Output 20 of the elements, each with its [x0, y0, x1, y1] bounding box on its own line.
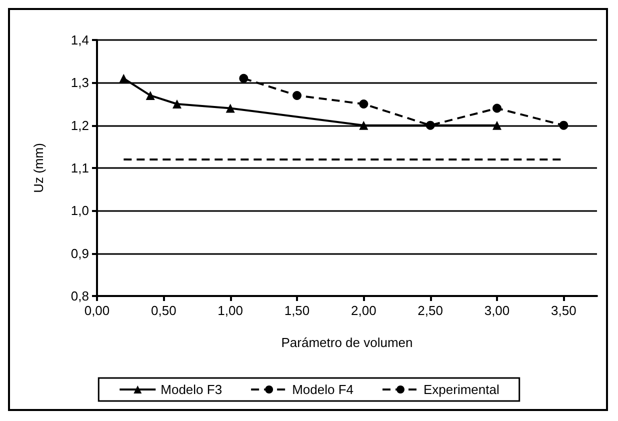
legend-label: Modelo F4	[292, 382, 354, 397]
y-tick-label: 1,1	[70, 160, 89, 176]
y-axis-title: Uz (mm)	[31, 143, 46, 193]
y-tick-label: 1,4	[70, 32, 89, 48]
y-tick-label: 1,0	[70, 203, 89, 218]
y-tick-label: 0,9	[70, 246, 89, 261]
x-tick-label: 1,50	[284, 303, 310, 318]
legend-label: Experimental	[423, 382, 500, 397]
x-tick-label: 2,00	[351, 303, 376, 318]
legend-label: Modelo F3	[160, 382, 222, 397]
y-tick-label: 1,3	[70, 75, 89, 90]
x-axis-title: Parámetro de volumen	[281, 335, 413, 350]
x-tick-label: 3,50	[551, 303, 576, 318]
x-tick-label: 1,00	[218, 303, 243, 318]
x-tick-label: 2,50	[418, 303, 443, 318]
x-tick-label: 0,00	[84, 303, 110, 318]
y-tick-label: 1,2	[70, 118, 89, 133]
y-tick-label: 0,8	[70, 288, 89, 304]
x-tick-label: 3,00	[484, 303, 510, 318]
x-tick-label: 0,50	[151, 303, 176, 318]
